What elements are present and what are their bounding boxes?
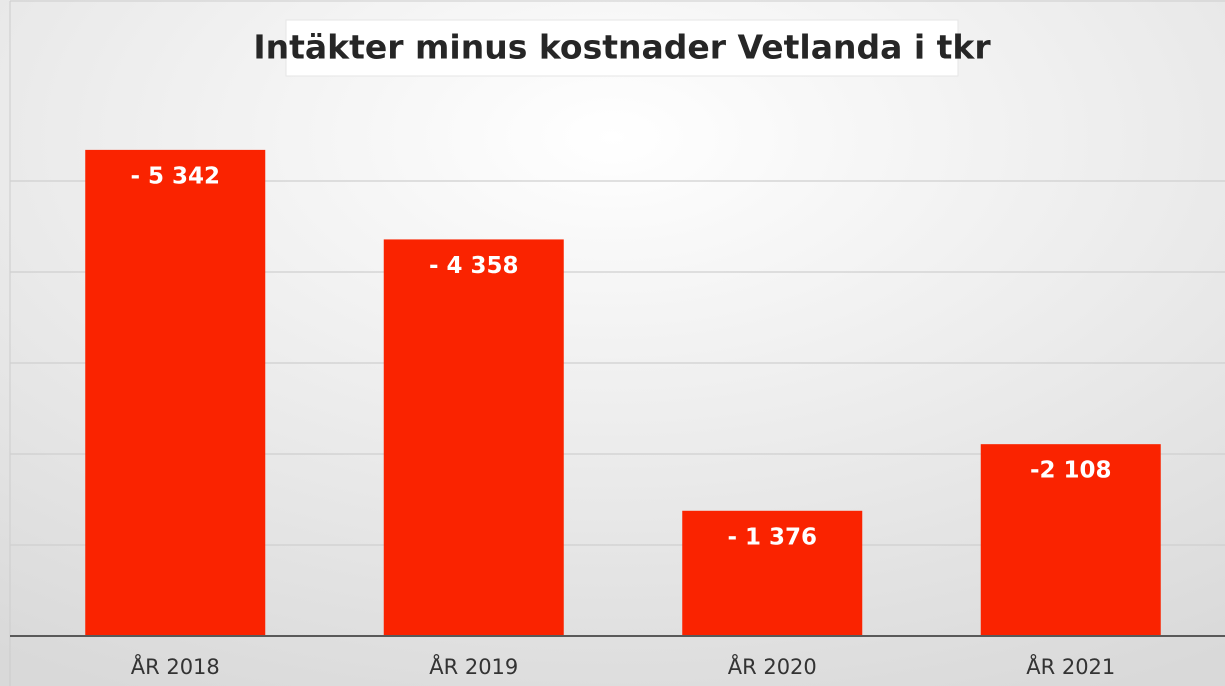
bar <box>682 510 863 636</box>
value-label: - 4 358 <box>429 253 519 279</box>
chart-title: Intäkter minus kostnader Vetlanda i tkr <box>253 28 991 67</box>
value-label: - 5 342 <box>130 163 220 189</box>
x-tick-label: ÅR 2018 <box>131 653 220 679</box>
value-label: -2 108 <box>1030 458 1112 484</box>
title-box <box>285 19 959 77</box>
bar <box>85 149 266 637</box>
value-label: - 1 376 <box>727 524 817 550</box>
x-tick-label: ÅR 2019 <box>429 653 518 679</box>
bar <box>383 239 564 636</box>
x-tick-label: ÅR 2021 <box>1026 653 1115 679</box>
x-tick-label: ÅR 2020 <box>728 653 817 679</box>
bar <box>980 444 1161 636</box>
